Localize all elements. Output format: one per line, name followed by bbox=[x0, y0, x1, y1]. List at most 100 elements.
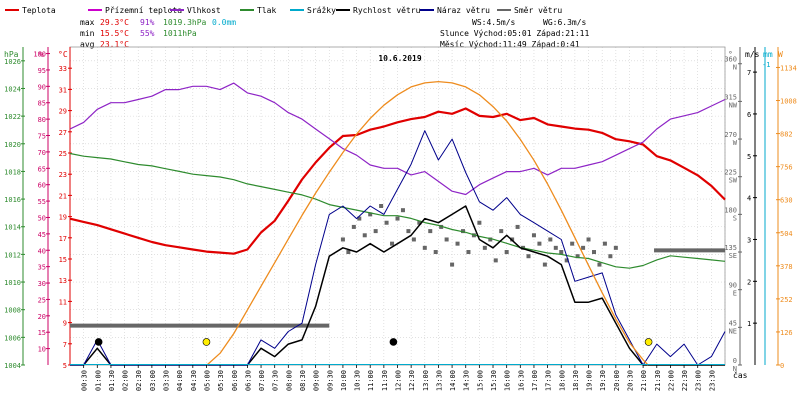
stat-text: Měsíc Východ:11:49 Západ:0:41 bbox=[440, 40, 580, 49]
radiation-unit: W bbox=[778, 50, 783, 59]
temp-tick-label: 25 bbox=[59, 150, 67, 158]
temp-tick-label: 23 bbox=[59, 171, 67, 179]
x-tick-label: 14:00 bbox=[449, 370, 457, 391]
radiation-tick-label: 1008 bbox=[780, 98, 797, 106]
sun-moon-marker bbox=[202, 338, 211, 346]
wind-direction-point bbox=[384, 220, 389, 225]
direction-tick-label: 360 bbox=[724, 56, 737, 64]
temp-tick-label: 11 bbox=[59, 298, 67, 306]
temp-tick-label: 27 bbox=[59, 129, 67, 137]
wind-direction-point bbox=[592, 250, 596, 255]
wind-direction-point bbox=[548, 237, 553, 242]
direction-tick-label: W bbox=[733, 139, 738, 147]
direction-tick-label: 270 bbox=[724, 131, 737, 139]
wind-tick-label: 4 bbox=[747, 195, 751, 203]
series-teplota bbox=[69, 107, 726, 255]
stat-text: 29.3°C bbox=[100, 18, 129, 27]
humidity-tick-label: 90 bbox=[38, 83, 46, 91]
humidity-tick-label: 75 bbox=[38, 133, 46, 141]
wind-direction-point bbox=[586, 237, 591, 242]
direction-tick-label: 315 bbox=[724, 93, 737, 101]
wind-tick-label: 3 bbox=[747, 236, 751, 244]
wind-tick-label: 6 bbox=[747, 111, 751, 119]
wind-direction-point bbox=[515, 224, 520, 229]
wind-direction-point bbox=[411, 237, 416, 242]
wind-direction-point bbox=[357, 216, 362, 221]
wind-direction-point bbox=[362, 233, 367, 238]
x-tick-label: 22:30 bbox=[681, 370, 689, 391]
pressure-tick-label: 1016 bbox=[4, 196, 21, 204]
x-tick-label: 03:30 bbox=[163, 370, 171, 391]
stat-text: avg bbox=[80, 40, 95, 49]
x-tick-label: 18:00 bbox=[558, 370, 566, 391]
humidity-tick-label: 55 bbox=[38, 198, 46, 206]
radiation-tick-label: 1134 bbox=[780, 64, 797, 72]
x-tick-label: 16:00 bbox=[504, 370, 512, 391]
x-tick-label: 01:30 bbox=[108, 370, 116, 391]
legend-label: Směr větru bbox=[514, 6, 562, 15]
x-tick-label: 11:00 bbox=[367, 370, 375, 391]
pressure-tick-label: 1008 bbox=[4, 307, 21, 315]
x-tick-label: 13:30 bbox=[435, 370, 443, 391]
legend-label: Přízemní teplota bbox=[105, 6, 182, 15]
x-tick-label: 07:30 bbox=[272, 370, 280, 391]
sun-moon-marker bbox=[644, 338, 653, 346]
direction-tick-label: N bbox=[733, 64, 737, 72]
wind-direction-point bbox=[559, 250, 564, 255]
temp-tick-label: 5 bbox=[63, 362, 67, 370]
wind-direction-point bbox=[488, 237, 493, 242]
x-tick-label: 05:30 bbox=[217, 370, 225, 391]
humidity-tick-label: 35 bbox=[38, 264, 46, 272]
humidity-tick-label: 15 bbox=[38, 329, 46, 337]
sun-moon-marker bbox=[94, 338, 103, 346]
stat-text: 1019.3hPa bbox=[163, 18, 207, 27]
plot-area bbox=[69, 80, 726, 366]
temp-tick-label: 31 bbox=[59, 86, 67, 94]
pressure-tick-label: 1020 bbox=[4, 141, 21, 149]
wind-direction-point bbox=[499, 229, 504, 234]
sun-moon-marker bbox=[389, 338, 398, 346]
pressure-tick-label: 1012 bbox=[4, 251, 21, 259]
wind-tick-label: 5 bbox=[747, 153, 751, 161]
direction-tick-label: 225 bbox=[724, 169, 737, 177]
humidity-tick-label: 60 bbox=[38, 182, 46, 190]
wind-tick-label: 1 bbox=[747, 320, 751, 328]
direction-tick-label: 135 bbox=[724, 244, 737, 252]
legend-label: Rychlost větru bbox=[353, 6, 421, 15]
direction-tick-label: S bbox=[733, 214, 737, 222]
x-tick-label: 06:00 bbox=[231, 370, 239, 391]
humidity-tick-label: 50 bbox=[38, 214, 46, 222]
wind-direction-point bbox=[564, 258, 569, 263]
wind-direction-point bbox=[597, 262, 602, 267]
wind-direction-point bbox=[608, 254, 613, 259]
stats-block: max 29.3°C 91% 1019.3hPa 0.0mm min 15.5°C 55% 10… bbox=[80, 18, 589, 49]
series-záření bbox=[206, 80, 649, 366]
x-tick-label: 10:30 bbox=[354, 370, 362, 391]
stat-text: 55% bbox=[140, 29, 155, 38]
wind-direction-point bbox=[531, 233, 536, 238]
direction-tick-label: SW bbox=[729, 177, 738, 185]
wind-direction-point bbox=[542, 262, 547, 267]
direction-tick-label: SE bbox=[729, 252, 737, 260]
humidity-tick-label: 30 bbox=[38, 280, 46, 288]
humidity-tick-label: 40 bbox=[38, 247, 46, 255]
radiation-tick-label: 378 bbox=[780, 263, 793, 271]
x-tick-label: 21:30 bbox=[654, 370, 662, 391]
grid bbox=[69, 46, 726, 366]
stat-text: WS:4.5m/s bbox=[472, 18, 516, 27]
wind-direction-point bbox=[400, 208, 405, 213]
humidity-tick-label: 25 bbox=[38, 296, 46, 304]
series-vlhkost bbox=[69, 82, 726, 196]
radiation-tick-label: 0 bbox=[780, 362, 784, 370]
temp-tick-label: 17 bbox=[59, 235, 67, 243]
x-tick-label: 12:30 bbox=[408, 370, 416, 391]
chart-title: 10.6.2019 bbox=[378, 54, 422, 63]
stat-text: max bbox=[80, 18, 95, 27]
wind-tick-label: 7 bbox=[747, 69, 751, 77]
wind-direction-point bbox=[466, 250, 471, 255]
wind-direction-point bbox=[526, 254, 531, 259]
pressure-tick-label: 1026 bbox=[4, 58, 21, 66]
stat-text: WG:6.3m/s bbox=[543, 18, 587, 27]
x-tick-label: 08:00 bbox=[285, 370, 293, 391]
pressure-tick-label: 1018 bbox=[4, 168, 21, 176]
